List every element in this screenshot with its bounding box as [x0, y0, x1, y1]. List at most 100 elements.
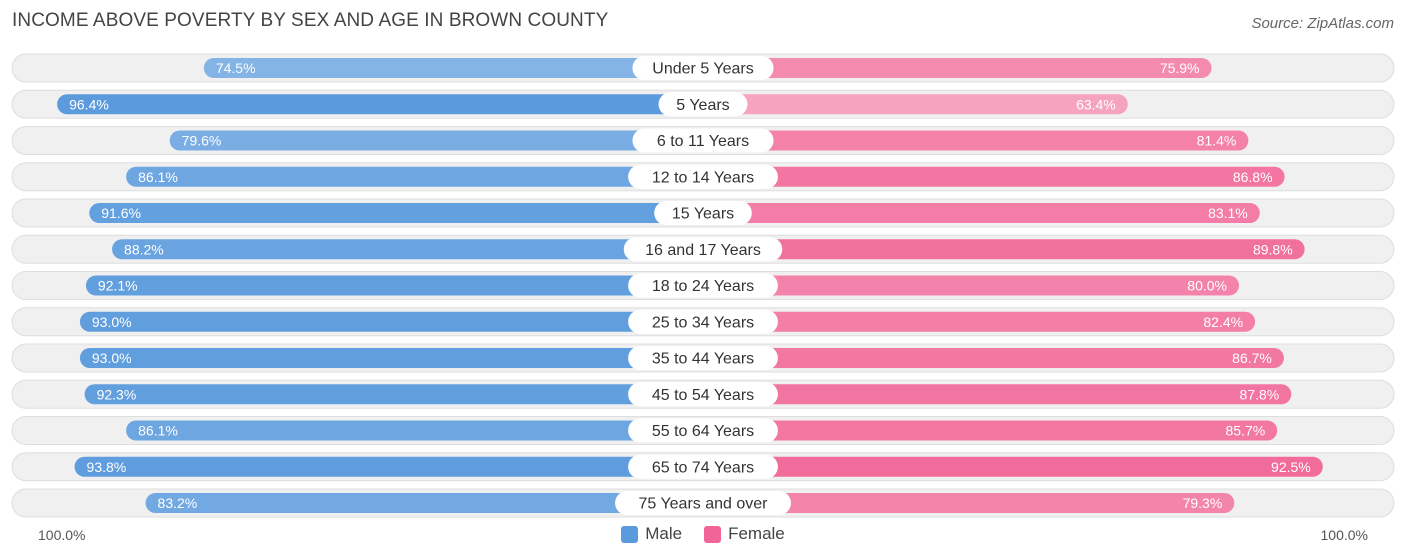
- bar-male: [169, 130, 703, 151]
- source-label: Source: ZipAtlas.com: [1251, 15, 1394, 32]
- bar-male: [85, 275, 704, 296]
- bar-female: [703, 203, 1260, 223]
- bar-male: [74, 456, 704, 477]
- value-label-male: 92.3%: [97, 386, 137, 402]
- category-pill: [623, 237, 783, 262]
- value-label-male: 93.0%: [92, 314, 132, 330]
- bar-female: [703, 166, 1285, 187]
- bar-male: [79, 348, 703, 368]
- chart-row: 93.0% 86.7% 35 to 44 Years: [11, 343, 1395, 373]
- bar-female: [703, 493, 1235, 513]
- value-label-female: 86.7%: [1232, 350, 1272, 366]
- category-label: 18 to 24 Years: [652, 278, 754, 295]
- chart-row: 86.1% 86.8% 12 to 14 Years: [11, 162, 1395, 192]
- value-label-female: 75.9%: [1160, 60, 1200, 76]
- category-pill: [628, 454, 778, 479]
- category-pill: [615, 491, 791, 515]
- chart-row: 86.1% 85.7% 55 to 64 Years: [11, 416, 1395, 445]
- legend-item-male: Male: [621, 524, 682, 544]
- bar-female: [703, 239, 1305, 260]
- category-pill: [632, 128, 774, 153]
- chart-row: 88.2% 89.8% 16 and 17 Years: [11, 234, 1395, 264]
- category-label: 5 Years: [676, 97, 729, 114]
- value-label-female: 81.4%: [1197, 133, 1237, 149]
- legend-swatch-female: [704, 525, 722, 543]
- value-label-male: 83.2%: [158, 495, 198, 511]
- category-pill: [628, 164, 778, 189]
- axis-label-right: 100.0%: [1320, 527, 1368, 543]
- bar-female: [703, 58, 1212, 78]
- category-label: 45 to 54 Years: [652, 387, 754, 404]
- chart-row: 96.4% 63.4% 5 Years: [11, 89, 1395, 119]
- category-label: 65 to 74 Years: [652, 459, 754, 476]
- chart-row: 92.3% 87.8% 45 to 54 Years: [11, 379, 1395, 409]
- value-label-female: 80.0%: [1187, 278, 1227, 294]
- value-label-female: 89.8%: [1253, 241, 1293, 257]
- value-label-male: 96.4%: [69, 96, 109, 112]
- bar-female: [703, 348, 1284, 368]
- value-label-male: 74.5%: [216, 60, 256, 76]
- value-label-male: 88.2%: [124, 241, 164, 257]
- bar-female: [703, 130, 1249, 151]
- category-pill: [654, 201, 752, 225]
- chart-row: 91.6% 83.1% 15 Years: [11, 198, 1395, 228]
- value-label-female: 63.4%: [1076, 96, 1116, 112]
- bar-female: [703, 311, 1256, 332]
- value-label-female: 82.4%: [1203, 314, 1243, 330]
- value-label-male: 92.1%: [98, 278, 138, 294]
- category-pill: [628, 273, 778, 298]
- category-pill: [628, 418, 778, 443]
- chart-row: 74.5% 75.9% Under 5 Years: [11, 53, 1395, 83]
- category-label: 55 to 64 Years: [652, 423, 754, 440]
- bar-male: [112, 239, 703, 260]
- value-label-female: 92.5%: [1271, 459, 1311, 475]
- category-pill: [658, 92, 748, 117]
- bar-female: [703, 456, 1323, 477]
- category-pill: [628, 382, 778, 407]
- chart-row: 83.2% 79.3% 75 Years and over: [11, 488, 1395, 518]
- category-label: 12 to 14 Years: [652, 169, 754, 186]
- chart-row: 93.8% 92.5% 65 to 74 Years: [11, 452, 1395, 482]
- category-pill: [628, 309, 778, 334]
- bar-male: [79, 311, 703, 332]
- bar-male: [203, 58, 703, 78]
- category-label: 25 to 34 Years: [652, 314, 754, 331]
- category-pill: [632, 56, 774, 80]
- value-label-male: 86.1%: [138, 423, 178, 439]
- value-label-female: 85.7%: [1225, 423, 1265, 439]
- bar-male: [145, 493, 703, 513]
- bar-male: [57, 94, 704, 115]
- value-label-male: 93.0%: [92, 350, 132, 366]
- value-label-male: 86.1%: [138, 169, 178, 185]
- bar-male: [89, 203, 703, 223]
- category-label: Under 5 Years: [652, 61, 753, 78]
- legend-item-female: Female: [704, 524, 785, 544]
- bar-female: [703, 420, 1278, 441]
- legend-label-female: Female: [728, 524, 785, 543]
- value-label-female: 83.1%: [1208, 205, 1248, 221]
- value-label-female: 87.8%: [1240, 386, 1280, 402]
- legend-label-male: Male: [645, 524, 683, 543]
- value-label-female: 79.3%: [1183, 495, 1223, 511]
- category-label: 35 to 44 Years: [652, 351, 754, 368]
- chart-title: INCOME ABOVE POVERTY BY SEX AND AGE IN B…: [12, 10, 609, 31]
- legend-swatch-male: [621, 525, 639, 543]
- category-label: 15 Years: [672, 206, 734, 223]
- chart-row: 79.6% 81.4% 6 to 11 Years: [11, 126, 1395, 155]
- legend: Male Female: [0, 524, 1406, 544]
- chart-row: 93.0% 82.4% 25 to 34 Years: [11, 307, 1395, 337]
- bar-male: [126, 420, 703, 441]
- category-pill: [628, 346, 778, 370]
- bar-male: [126, 166, 703, 187]
- value-label-female: 86.8%: [1233, 169, 1273, 185]
- bar-female: [703, 275, 1239, 296]
- bar-female: [703, 384, 1292, 405]
- category-label: 16 and 17 Years: [645, 242, 761, 259]
- axis-label-left: 100.0%: [38, 527, 86, 543]
- value-label-male: 93.8%: [87, 459, 127, 475]
- category-label: 75 Years and over: [639, 496, 769, 513]
- bar-female: [703, 94, 1128, 115]
- value-label-male: 79.6%: [182, 133, 222, 149]
- value-label-male: 91.6%: [101, 205, 141, 221]
